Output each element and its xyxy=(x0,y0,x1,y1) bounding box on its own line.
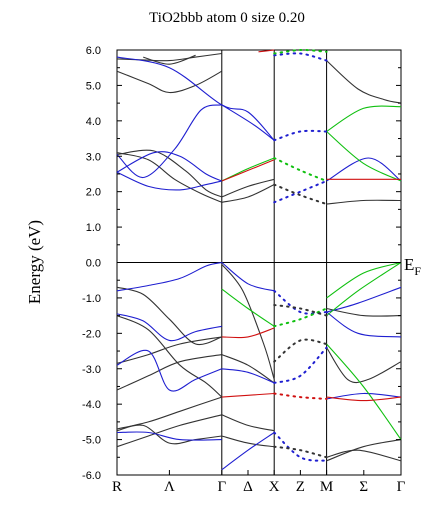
band-black-65 xyxy=(273,338,328,363)
y-tick-label: 5.0 xyxy=(86,80,101,92)
band-blue-58 xyxy=(273,431,328,462)
band-blue-29 xyxy=(116,261,222,292)
band-black-1 xyxy=(143,54,196,65)
band-blue-34 xyxy=(221,432,275,471)
band-blue-39 xyxy=(326,286,402,313)
band-blue-55 xyxy=(273,180,328,204)
band-blue-30 xyxy=(221,262,275,292)
band-green-42 xyxy=(326,262,402,317)
y-tick-label: 2.0 xyxy=(86,187,101,199)
band-red-52 xyxy=(258,49,275,53)
y-axis-ticks: 6.0 5.0 4.0 3.0 2.0 1.0 0.0 -1.0 -2.0 -3.0 -4.0 -5.… xyxy=(82,45,401,482)
chart-title: TiO2bbb atom 0 size 0.20 xyxy=(149,10,305,26)
y-tick-label: 1.0 xyxy=(86,222,101,234)
y-tick-label: -4.0 xyxy=(82,399,101,411)
band-black-15 xyxy=(221,354,275,384)
band-blue-32 xyxy=(116,349,222,392)
y-tick-label: -3.0 xyxy=(82,364,101,376)
kpoint-label: Σ xyxy=(359,479,368,495)
band-black-14 xyxy=(221,263,275,380)
y-axis-label: Energy (eV) xyxy=(25,220,44,304)
band-red-48 xyxy=(221,392,275,398)
band-black-21 xyxy=(326,347,402,384)
kpoint-label: Z xyxy=(296,479,305,495)
band-blue-24 xyxy=(116,56,275,141)
band-red-51 xyxy=(326,396,402,402)
band-blue-56 xyxy=(273,289,328,315)
band-black-17 xyxy=(221,435,275,448)
band-black-13 xyxy=(116,424,222,445)
band-black-10 xyxy=(116,354,222,391)
kpoint-label: Λ xyxy=(164,479,175,495)
band-black-2 xyxy=(116,70,223,94)
band-blue-53 xyxy=(273,52,328,62)
band-blue-57 xyxy=(273,346,328,384)
y-tick-label: -1.0 xyxy=(82,293,101,305)
fermi-label: EF xyxy=(404,255,421,278)
band-red-62 xyxy=(273,392,328,400)
band-green-60 xyxy=(273,157,328,182)
y-tick-label: 3.0 xyxy=(86,151,101,163)
kpoint-label: M xyxy=(320,479,333,495)
y-tick-label: -6.0 xyxy=(82,470,101,482)
band-black-5 xyxy=(221,184,275,203)
band-black-7 xyxy=(116,286,222,346)
y-tick-label: -5.0 xyxy=(82,435,101,447)
plot-area xyxy=(116,48,402,476)
band-blue-37 xyxy=(326,157,402,182)
band-blue-33 xyxy=(116,431,222,441)
band-blue-26 xyxy=(116,171,222,191)
band-black-64 xyxy=(273,304,328,317)
band-green-61 xyxy=(273,307,328,328)
band-black-9 xyxy=(116,336,222,364)
band-green-45 xyxy=(326,131,402,182)
band-blue-25 xyxy=(116,151,223,182)
band-black-11 xyxy=(116,396,222,430)
band-black-23 xyxy=(326,439,402,462)
fermi-label-main: E xyxy=(404,255,414,274)
band-black-8 xyxy=(116,315,223,398)
kpoint-label: R xyxy=(112,479,122,495)
band-blue-36 xyxy=(326,311,402,338)
band-black-6 xyxy=(221,178,275,198)
y-tick-label: 0.0 xyxy=(86,258,101,270)
y-tick-label: 4.0 xyxy=(86,116,101,128)
band-black-3 xyxy=(116,152,223,203)
band-green-44 xyxy=(326,105,402,132)
kpoint-label: X xyxy=(269,479,280,495)
y-tick-label: -2.0 xyxy=(82,328,101,340)
band-blue-31 xyxy=(116,313,222,342)
band-lines xyxy=(116,48,402,471)
band-blue-54 xyxy=(273,129,328,142)
band-black-63 xyxy=(273,183,328,206)
y-tick-label: 6.0 xyxy=(86,45,101,57)
band-green-41 xyxy=(221,288,275,327)
band-black-22 xyxy=(326,449,402,462)
kpoint-label: Γ xyxy=(217,479,226,495)
band-green-59 xyxy=(273,48,328,55)
band-blue-35 xyxy=(221,368,275,384)
band-red-49 xyxy=(221,159,275,182)
band-black-66 xyxy=(273,445,328,459)
band-black-16 xyxy=(221,414,275,432)
band-black-4 xyxy=(116,149,223,198)
band-black-18 xyxy=(326,60,402,104)
band-green-43 xyxy=(326,343,402,440)
band-blue-27 xyxy=(116,104,222,179)
band-black-19 xyxy=(326,199,402,205)
band-green-46 xyxy=(326,261,402,299)
kpoint-label: Δ xyxy=(243,479,253,495)
band-blue-28 xyxy=(221,104,275,141)
band-blue-38 xyxy=(326,392,402,400)
band-black-12 xyxy=(116,414,222,448)
band-red-47 xyxy=(221,327,275,339)
kpoint-label: Γ xyxy=(397,479,406,495)
fermi-label-sub: F xyxy=(414,264,421,278)
